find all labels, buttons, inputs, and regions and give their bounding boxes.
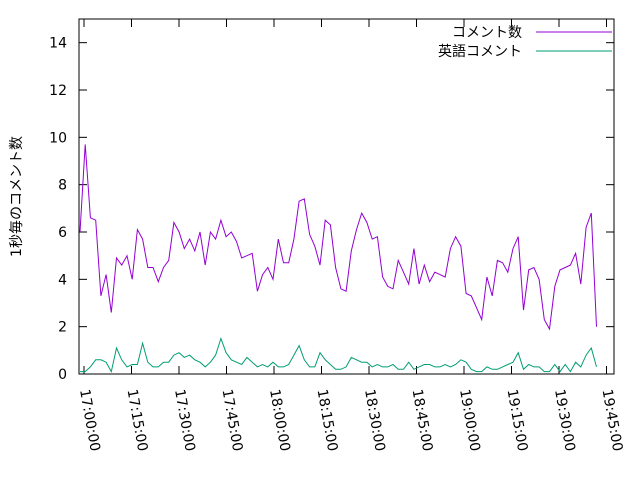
plot-area-frame [78,18,615,375]
series-line-0 [79,144,597,331]
x-tick-labels: 17:00:00 17:15:00 17:30:00 17:45:00 18:00:00… [76,388,625,453]
y-tick-label: 0 [58,367,67,383]
y-axis-title: 1秒毎のコメント数 [9,136,25,257]
series-line-1 [80,336,597,374]
legend-label: 英語コメント [438,43,522,60]
y-tick-label: 8 [58,178,67,194]
x-tick-label: 17:00:00 [76,388,103,453]
x-tick-label: 19:00:00 [456,388,483,453]
x-tick-label: 17:30:00 [171,388,198,453]
x-tick-label: 19:30:00 [551,388,578,453]
legend-label: コメント数 [452,25,522,41]
x-tick-label: 19:15:00 [504,388,531,453]
x-tick-label: 17:45:00 [219,388,246,453]
x-tick-label: 18:00:00 [266,388,293,453]
x-tick-label: 18:30:00 [361,388,388,453]
series-lines [79,144,597,374]
x-tick-label: 17:15:00 [124,388,151,453]
y-tick-labels: 0 2 4 6 8 10 12 14 [49,36,67,383]
y-tick-label: 14 [49,36,67,52]
y-tick-label: 6 [58,225,67,241]
x-tick-label: 18:45:00 [409,388,436,453]
axis-ticks [79,19,614,375]
x-tick-label: 18:15:00 [314,388,341,453]
y-tick-label: 2 [58,320,67,336]
y-tick-label: 4 [58,272,67,288]
y-tick-label: 10 [49,130,67,146]
y-tick-label: 12 [49,83,67,99]
x-tick-label: 19:45:00 [599,388,626,453]
